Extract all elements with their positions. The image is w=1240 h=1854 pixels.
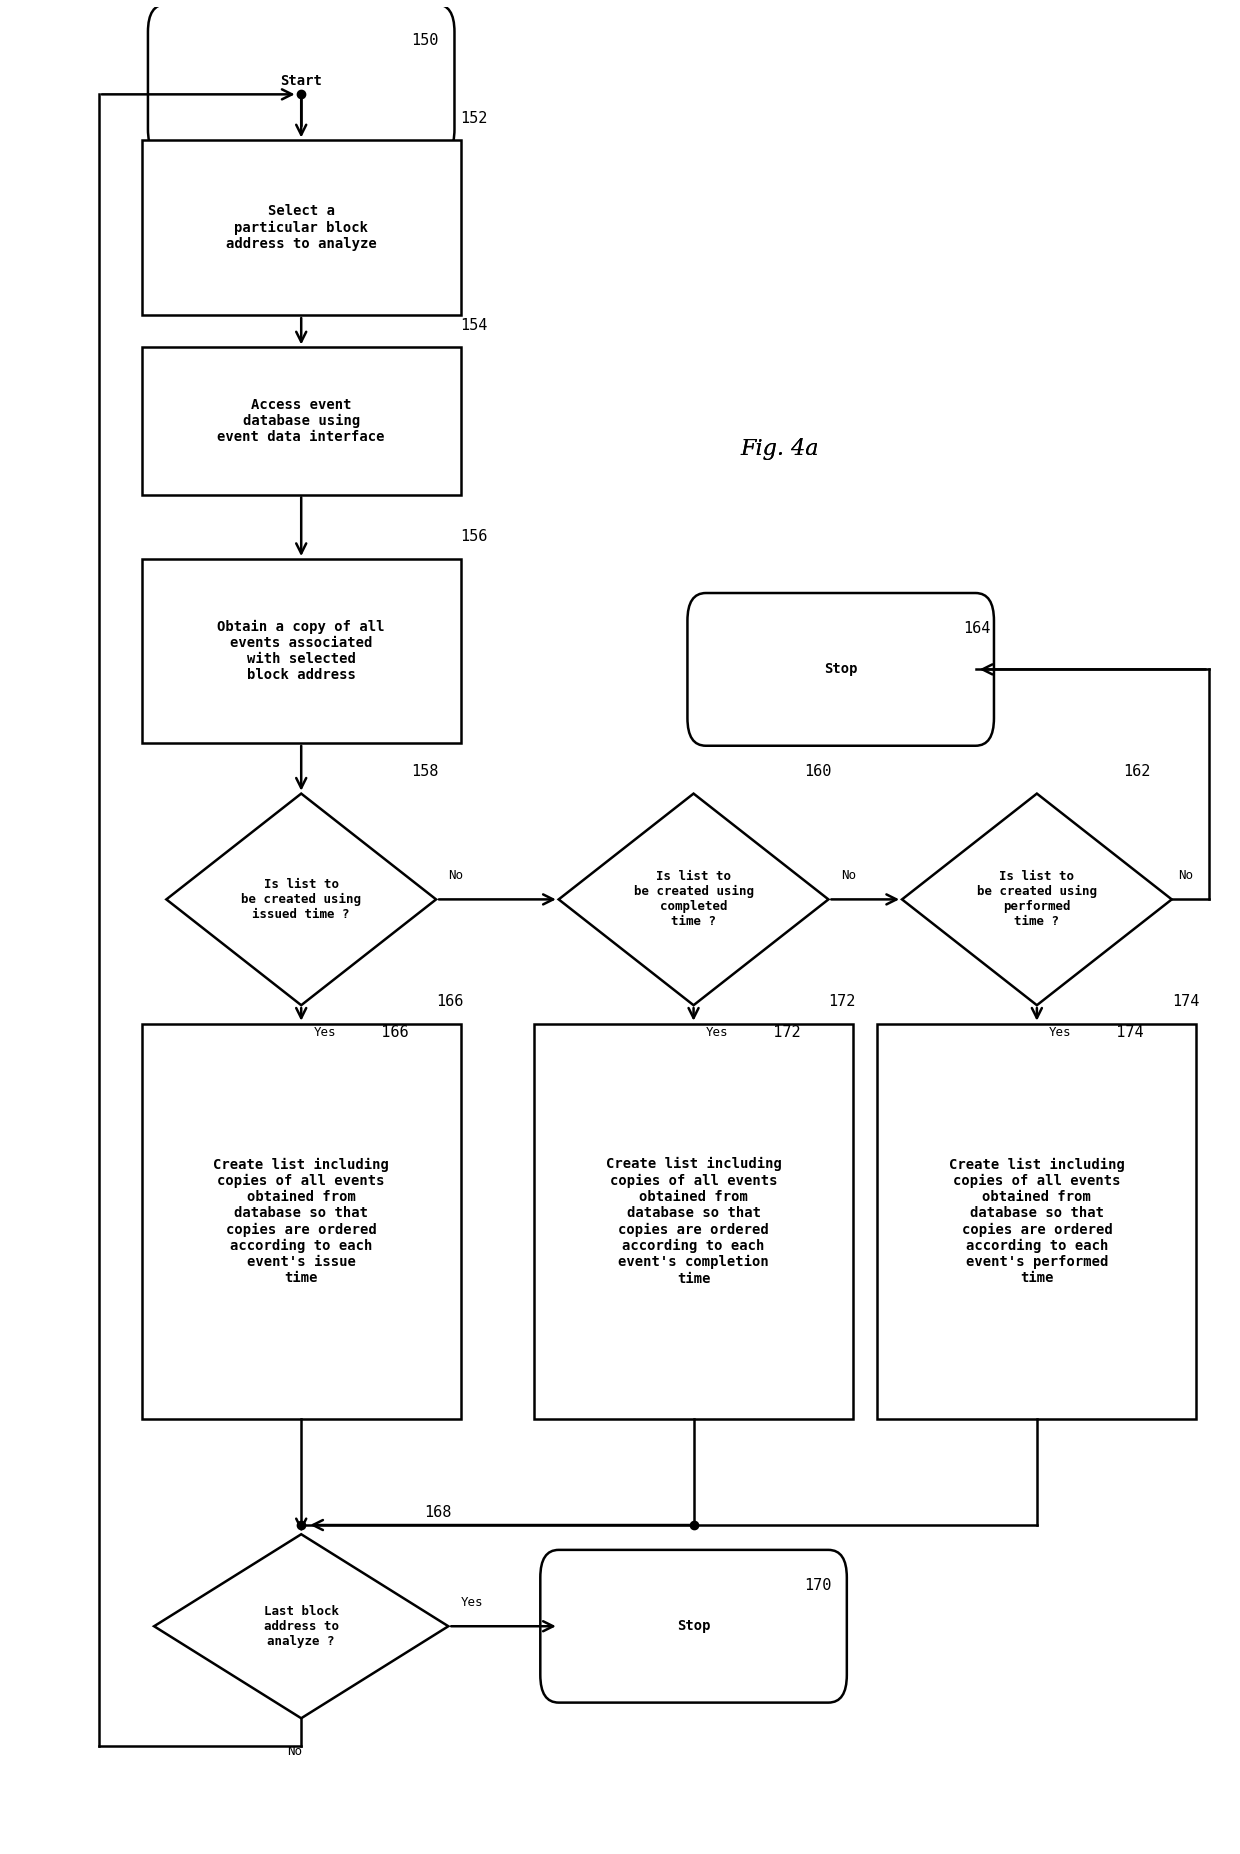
Text: 172: 172 [755,1025,801,1040]
Polygon shape [901,794,1172,1005]
Text: Yes: Yes [314,1027,336,1040]
Text: Create list including
copies of all events
obtained from
database so that
copies: Create list including copies of all even… [949,1157,1125,1285]
Text: 172: 172 [828,994,856,1009]
Bar [534,1023,853,1418]
Text: Stop: Stop [677,1619,711,1633]
Text: 174: 174 [1099,1025,1143,1040]
Text: No: No [841,870,856,883]
Text: 164: 164 [963,621,991,636]
Text: 152: 152 [460,111,489,126]
Text: Yes: Yes [1049,1027,1071,1040]
Text: No: No [449,870,464,883]
Text: 166: 166 [436,994,464,1009]
Text: 154: 154 [460,317,489,332]
Text: No: No [1178,870,1193,883]
Text: Start: Start [280,74,322,87]
Text: No: No [288,1745,303,1758]
Polygon shape [154,1535,449,1719]
Text: Obtain a copy of all
events associated
with selected
block address: Obtain a copy of all events associated w… [217,619,384,682]
Text: Create list including
copies of all events
obtained from
database so that
copies: Create list including copies of all even… [605,1157,781,1285]
Text: 162: 162 [1122,764,1149,779]
Text: Select a
particular block
address to analyze: Select a particular block address to ana… [226,204,377,250]
Text: Yes: Yes [460,1596,484,1609]
Text: 170: 170 [804,1578,831,1593]
Text: Is list to
be created using
completed
time ?: Is list to be created using completed ti… [634,870,754,929]
Text: Yes: Yes [706,1027,728,1040]
Polygon shape [166,794,436,1005]
Text: Access event
database using
event data interface: Access event database using event data i… [217,397,384,445]
Text: 174: 174 [1172,994,1199,1009]
Bar [141,558,460,743]
Text: 156: 156 [460,530,489,545]
Text: 168: 168 [424,1505,451,1520]
Text: Is list to
be created using
issued time ?: Is list to be created using issued time … [242,877,361,921]
Text: 160: 160 [804,764,831,779]
Text: Is list to
be created using
performed
time ?: Is list to be created using performed ti… [977,870,1097,929]
Bar [141,141,460,315]
FancyBboxPatch shape [541,1550,847,1702]
Bar [878,1023,1197,1418]
Text: Last block
address to
analyze ?: Last block address to analyze ? [264,1606,339,1648]
FancyBboxPatch shape [148,4,455,158]
Text: 158: 158 [412,764,439,779]
Bar [141,1023,460,1418]
Bar [141,347,460,495]
FancyBboxPatch shape [687,593,994,745]
Text: Fig. 4a: Fig. 4a [740,438,818,460]
Text: Stop: Stop [823,662,857,677]
Text: Fig. 4a: Fig. 4a [740,438,818,460]
Text: Create list including
copies of all events
obtained from
database so that
copies: Create list including copies of all even… [213,1157,389,1285]
Text: 150: 150 [412,33,439,48]
Text: 166: 166 [362,1025,408,1040]
Polygon shape [559,794,828,1005]
